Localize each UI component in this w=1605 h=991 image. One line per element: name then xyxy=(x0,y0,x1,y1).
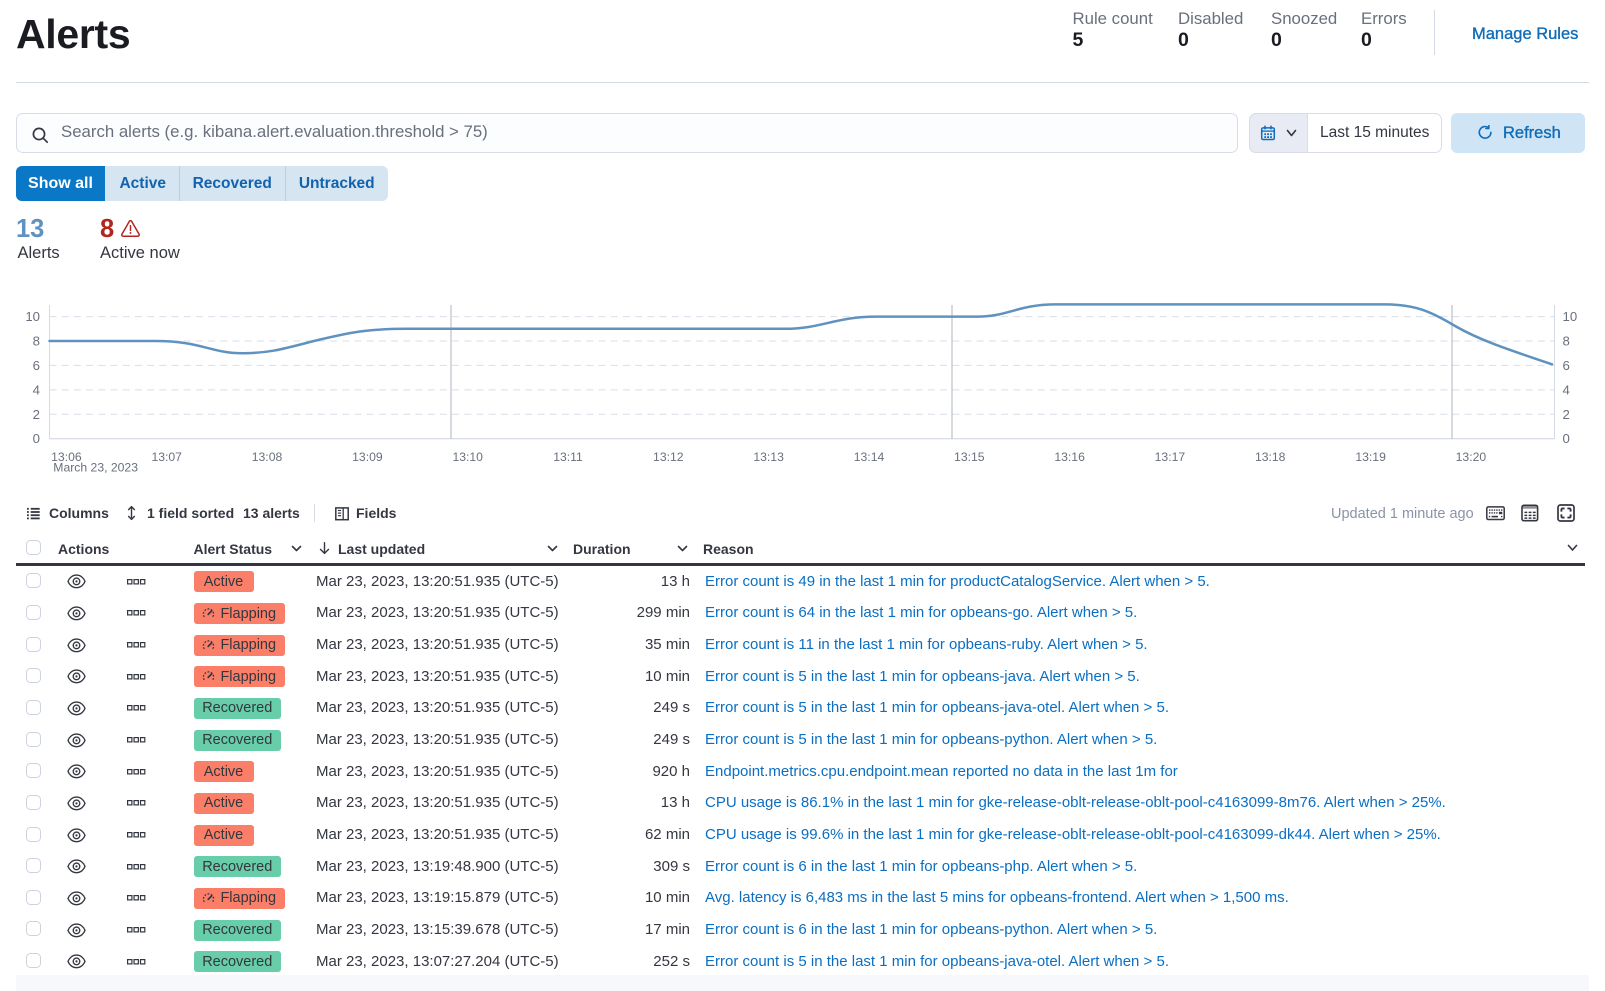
svg-text:4: 4 xyxy=(33,382,40,397)
svg-text:6: 6 xyxy=(1563,358,1570,373)
svg-text:13:14: 13:14 xyxy=(854,450,885,464)
svg-text:0: 0 xyxy=(1563,431,1570,446)
svg-text:13:08: 13:08 xyxy=(252,450,283,464)
svg-text:8: 8 xyxy=(1563,334,1570,349)
svg-text:0: 0 xyxy=(33,431,40,446)
svg-text:13:11: 13:11 xyxy=(553,450,583,464)
svg-text:6: 6 xyxy=(33,358,40,373)
svg-text:March 23, 2023: March 23, 2023 xyxy=(53,461,138,475)
svg-text:13:15: 13:15 xyxy=(954,450,985,464)
svg-text:13:20: 13:20 xyxy=(1456,450,1487,464)
svg-text:2: 2 xyxy=(1563,407,1570,422)
svg-text:13:16: 13:16 xyxy=(1054,450,1085,464)
svg-text:10: 10 xyxy=(25,309,40,324)
svg-text:13:12: 13:12 xyxy=(653,450,684,464)
svg-text:4: 4 xyxy=(1563,382,1570,397)
svg-text:13:09: 13:09 xyxy=(352,450,383,464)
svg-text:13:10: 13:10 xyxy=(452,450,483,464)
svg-text:13:06: 13:06 xyxy=(51,450,82,464)
svg-text:10: 10 xyxy=(1563,309,1578,324)
svg-text:2: 2 xyxy=(33,407,40,422)
svg-text:13:13: 13:13 xyxy=(753,450,784,464)
svg-text:13:18: 13:18 xyxy=(1255,450,1286,464)
svg-text:13:17: 13:17 xyxy=(1155,450,1186,464)
svg-text:13:19: 13:19 xyxy=(1355,450,1386,464)
svg-text:13:07: 13:07 xyxy=(151,450,182,464)
svg-text:8: 8 xyxy=(33,334,40,349)
